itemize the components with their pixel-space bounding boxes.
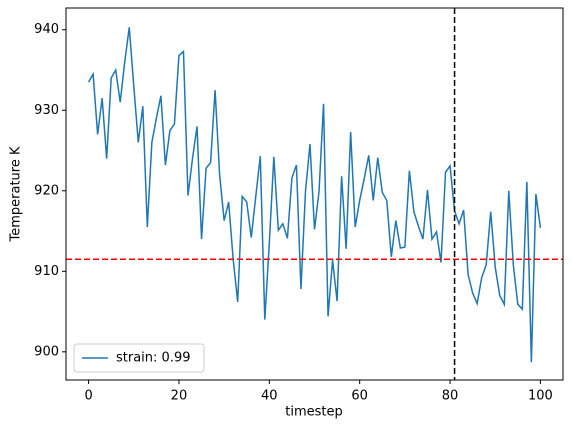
data-line <box>87 27 542 363</box>
x-axis-label: timestep <box>285 405 343 420</box>
x-tick-label: 60 <box>351 389 368 404</box>
legend-label: strain: 0.99 <box>116 351 191 366</box>
legend-box <box>73 343 205 373</box>
y-tick-label: 900 <box>34 344 59 359</box>
y-tick-label: 910 <box>34 264 59 279</box>
y-axis-label: Temperature K <box>9 146 24 242</box>
x-tick-label: 40 <box>261 389 278 404</box>
x-tick-label: 100 <box>528 389 553 404</box>
y-tick-label: 940 <box>34 22 59 37</box>
x-tick-label: 20 <box>171 389 188 404</box>
x-tick-label: 80 <box>442 389 459 404</box>
plot-frame <box>65 7 564 381</box>
y-tick-label: 930 <box>34 103 59 118</box>
y-tick-label: 920 <box>34 183 59 198</box>
x-tick-label: 0 <box>84 389 92 404</box>
